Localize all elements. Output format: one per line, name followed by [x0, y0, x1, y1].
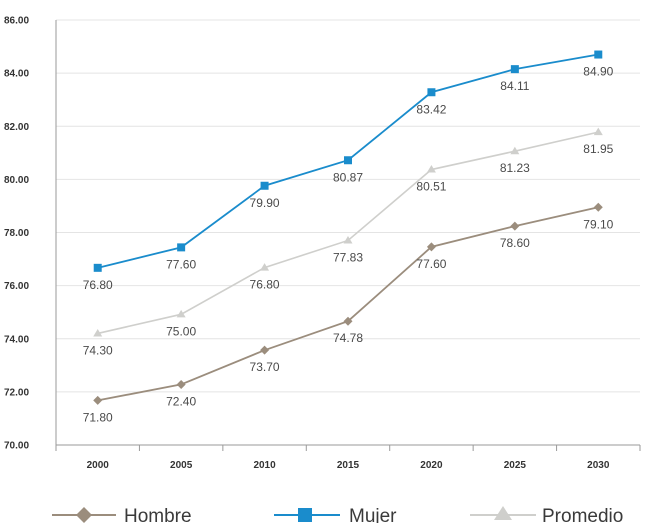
- y-tick-label: 84.00: [4, 69, 29, 80]
- data-label-promedio: 81.95: [583, 142, 613, 156]
- point-promedio: [343, 235, 353, 244]
- data-label-hombre: 73.70: [250, 360, 280, 374]
- legend-item-mujer[interactable]: Mujer: [274, 506, 397, 523]
- data-label-mujer: 83.42: [416, 102, 446, 116]
- point-promedio: [93, 328, 103, 337]
- point-hombre: [426, 242, 436, 252]
- square-icon: [298, 508, 312, 522]
- point-mujer: [427, 88, 436, 97]
- legend-label-promedio: Promedio: [542, 506, 623, 523]
- data-label-promedio: 80.51: [416, 180, 446, 194]
- y-tick-label: 72.00: [4, 387, 29, 398]
- legend-label-mujer: Mujer: [349, 506, 397, 523]
- data-label-hombre: 77.60: [416, 257, 446, 271]
- data-label-mujer: 76.80: [83, 278, 113, 292]
- x-tick-label: 2030: [587, 460, 610, 471]
- series-promedio: 74.30 75.00 76.80 77.83 80.51 81.23 81.95: [83, 127, 614, 357]
- series-group: 74.30 75.00 76.80 77.83 80.51 81.23 81.95 71.80…: [83, 50, 614, 424]
- y-tick-label: 76.00: [4, 281, 29, 292]
- data-label-hombre: 79.10: [583, 217, 613, 231]
- triangle-icon: [494, 506, 512, 520]
- data-label-promedio: 76.80: [250, 278, 280, 292]
- data-label-hombre: 74.78: [333, 331, 363, 345]
- point-promedio: [510, 146, 520, 155]
- point-hombre: [510, 221, 520, 231]
- point-mujer: [93, 263, 102, 272]
- y-axis-ticks: 70.00 72.00 74.00 76.00 78.00 80.00 82.00 84.00…: [4, 16, 29, 452]
- point-promedio: [426, 165, 436, 173]
- y-tick-label: 70.00: [4, 441, 29, 452]
- y-tick-label: 78.00: [4, 228, 29, 239]
- point-hombre: [343, 316, 353, 326]
- point-hombre: [260, 345, 270, 355]
- data-label-promedio: 74.30: [83, 343, 113, 357]
- data-label-hombre: 71.80: [83, 410, 113, 424]
- data-label-promedio: 81.23: [500, 161, 530, 175]
- data-label-mujer: 80.87: [333, 170, 363, 184]
- legend-item-hombre[interactable]: Hombre: [52, 506, 192, 523]
- diamond-icon: [76, 507, 92, 523]
- x-tick-label: 2005: [170, 460, 193, 471]
- x-tick-label: 2000: [87, 460, 110, 471]
- point-mujer: [177, 243, 186, 252]
- data-label-promedio: 75.00: [166, 324, 196, 338]
- legend: Hombre Mujer Promedio: [52, 506, 623, 523]
- x-tick-label: 2025: [504, 460, 527, 471]
- series-hombre: 71.80 72.40 73.70 74.78 77.60 78.60 79.10: [83, 202, 614, 424]
- y-tick-label: 74.00: [4, 334, 29, 345]
- axes: [55, 20, 641, 451]
- point-promedio: [593, 127, 603, 136]
- legend-item-promedio[interactable]: Promedio: [470, 506, 623, 523]
- data-label-promedio: 77.83: [333, 250, 363, 264]
- y-tick-label: 86.00: [4, 16, 29, 27]
- data-label-mujer: 79.90: [250, 196, 280, 210]
- point-mujer: [594, 50, 603, 59]
- x-tick-label: 2015: [337, 460, 360, 471]
- point-hombre: [593, 202, 603, 212]
- point-mujer: [510, 65, 519, 74]
- data-label-mujer: 84.90: [583, 65, 613, 79]
- data-label-hombre: 72.40: [166, 394, 196, 408]
- legend-label-hombre: Hombre: [124, 506, 192, 523]
- point-promedio: [260, 263, 270, 271]
- point-hombre: [176, 379, 186, 389]
- data-label-mujer: 84.11: [500, 79, 529, 93]
- x-tick-label: 2020: [420, 460, 443, 471]
- x-axis-ticks: 2000 2005 2010 2015 2020 2025 2030: [87, 460, 610, 471]
- x-tick-label: 2010: [253, 460, 276, 471]
- point-promedio: [176, 309, 186, 318]
- point-mujer: [344, 156, 352, 165]
- series-mujer: 76.80 77.60 79.90 80.87 83.42 84.11 84.90: [83, 50, 614, 292]
- data-label-hombre: 78.60: [500, 236, 530, 250]
- gridlines: [56, 19, 640, 393]
- data-label-mujer: 77.60: [166, 257, 196, 271]
- y-tick-label: 82.00: [4, 122, 29, 133]
- y-tick-label: 80.00: [4, 175, 29, 186]
- point-mujer: [260, 181, 269, 190]
- point-hombre: [93, 395, 103, 405]
